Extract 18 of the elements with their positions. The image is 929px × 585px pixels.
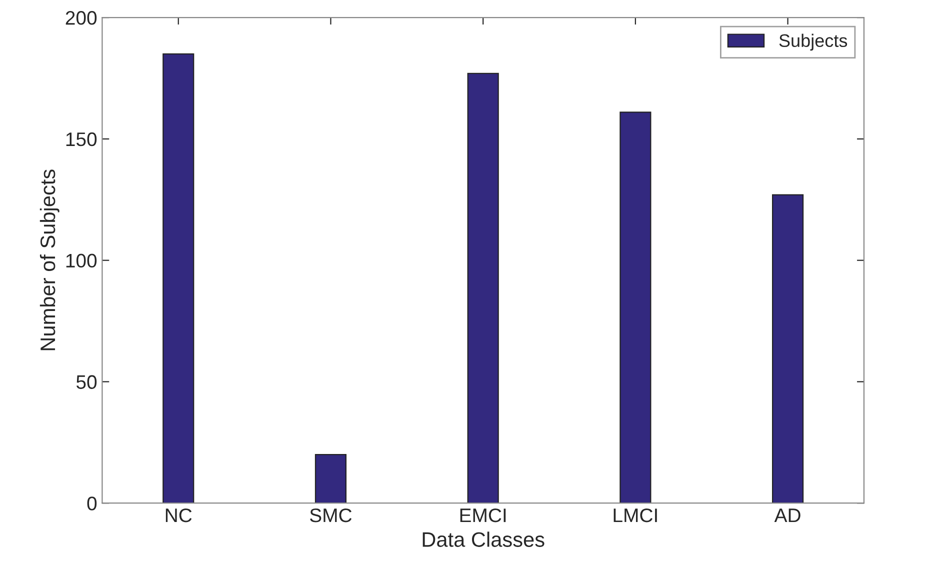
x-tick-label: LMCI — [614, 508, 657, 522]
x-tick-label: AD — [774, 508, 800, 522]
bar — [162, 53, 194, 504]
x-axis-title: Data Classes — [422, 532, 544, 547]
y-axis-title: Number of Subjects — [40, 170, 60, 350]
x-tick-label: SMC — [310, 508, 352, 522]
y-tick-label: 150 — [66, 132, 97, 146]
x-tick-label: NC — [166, 508, 192, 522]
legend-label: Subjects — [779, 34, 848, 51]
y-tick-label: 0 — [87, 496, 97, 510]
bar — [620, 112, 652, 504]
y-tick-label: 200 — [66, 11, 97, 25]
y-tick-label: 50 — [76, 375, 97, 389]
bar — [772, 194, 804, 504]
y-tick-label: 100 — [66, 254, 97, 268]
bar — [467, 72, 499, 504]
x-tick-label: EMCI — [460, 508, 506, 522]
bar — [314, 454, 347, 504]
